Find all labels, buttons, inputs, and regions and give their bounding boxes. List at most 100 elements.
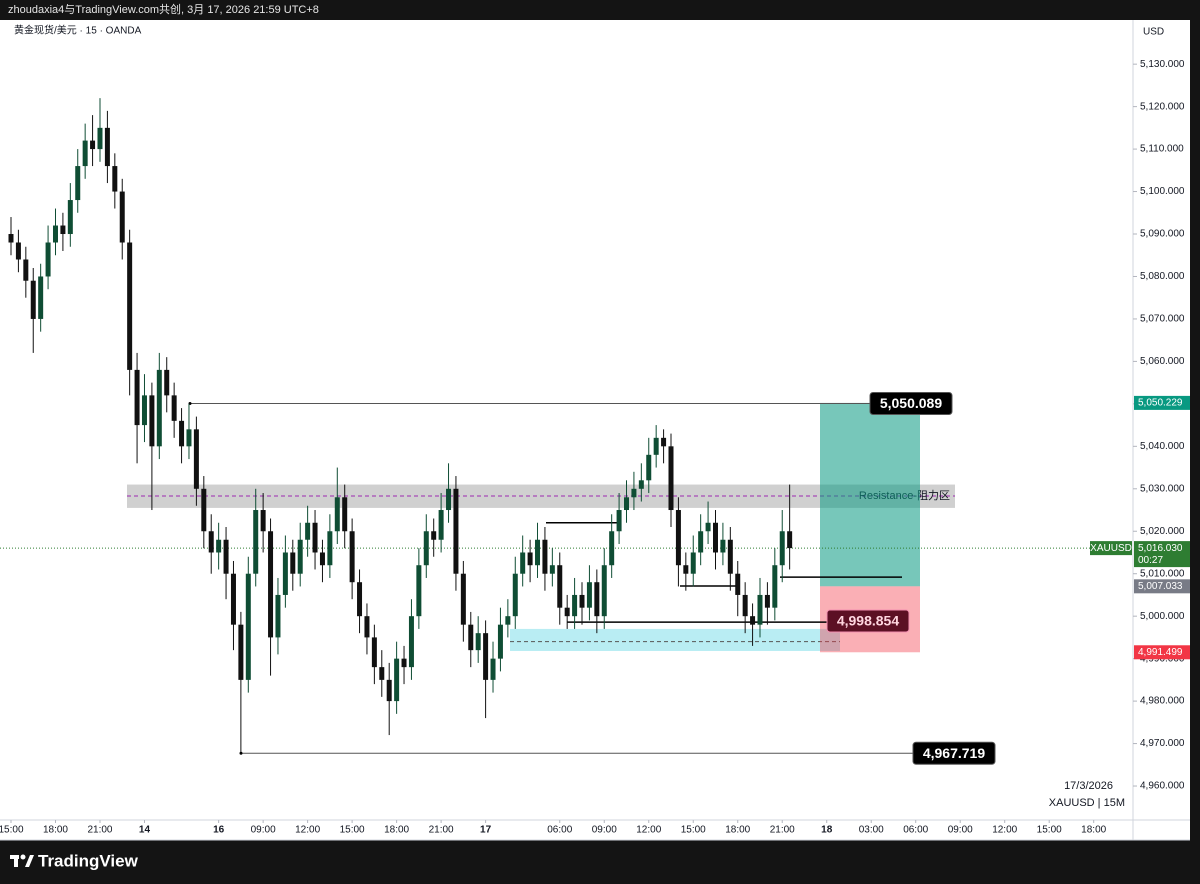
x-tick-label: 21:00	[429, 825, 454, 836]
candle-body	[23, 259, 29, 281]
x-tick-label: 12:00	[992, 825, 1017, 836]
candle-body	[201, 488, 207, 532]
candle-body	[312, 522, 318, 553]
x-tick-label: 16	[213, 825, 225, 836]
x-tick-label: 15:00	[340, 825, 365, 836]
x-tick-label: 17	[480, 825, 492, 836]
candle-body	[675, 510, 681, 566]
price-label-box	[1134, 395, 1190, 410]
candle-body	[82, 140, 88, 167]
candle-body	[624, 497, 630, 511]
candle-body	[653, 437, 659, 455]
candle-body	[646, 454, 652, 481]
candle-body	[497, 624, 503, 659]
candle-body	[379, 667, 385, 680]
candle-body	[156, 369, 162, 447]
candle-body	[787, 531, 793, 549]
x-tick-label: 06:00	[547, 825, 572, 836]
symbol-box	[1090, 541, 1132, 556]
candle-body	[483, 633, 489, 680]
x-tick-label: 18	[821, 825, 833, 836]
plot: Resistance-阻力区	[0, 98, 1133, 755]
candle-body	[490, 658, 496, 680]
candle-body	[394, 658, 400, 702]
candle-body	[661, 437, 667, 447]
candle-body	[38, 276, 44, 319]
candle-body	[245, 573, 251, 680]
candle-body	[119, 191, 125, 243]
candle-body	[431, 531, 437, 540]
candle-body	[223, 539, 229, 574]
candle-body	[349, 531, 355, 583]
y-tick-label: 5,100.000	[1140, 186, 1185, 197]
y-tick-label: 5,000.000	[1140, 611, 1185, 622]
x-tick-label: 18:00	[1081, 825, 1106, 836]
currency: USD	[1143, 27, 1164, 38]
x-tick-label: 12:00	[636, 825, 661, 836]
candle-body	[542, 539, 548, 574]
level-label: 5,050.089	[880, 395, 942, 411]
x-tick-label: 15:00	[0, 825, 24, 836]
candle-body	[15, 242, 21, 260]
candle-body	[112, 166, 118, 192]
stop-label: 4,998.854	[837, 613, 899, 629]
level-anchor	[239, 751, 243, 755]
candle-body	[386, 679, 392, 702]
y-tick-label: 5,110.000	[1140, 144, 1184, 155]
support-zone	[510, 628, 840, 651]
candle-body	[97, 127, 103, 150]
candle-body	[230, 573, 236, 625]
candle-body	[193, 429, 199, 489]
candle-body	[557, 565, 563, 608]
candle-body	[45, 242, 51, 277]
y-tick-label: 5,120.000	[1140, 101, 1185, 112]
candle-body	[319, 552, 325, 566]
candle-body	[90, 140, 96, 150]
candle-body	[631, 488, 637, 498]
candle-body	[750, 616, 756, 625]
candle-body	[475, 633, 481, 651]
candle-body	[371, 637, 377, 668]
x-tick-label: 14	[139, 825, 151, 836]
candle-body	[712, 522, 718, 553]
candle-body	[609, 531, 615, 566]
candle-body	[208, 531, 214, 553]
candle-body	[690, 552, 696, 574]
x-tick-label: 09:00	[251, 825, 276, 836]
x-tick-label: 03:00	[859, 825, 884, 836]
y-tick-label: 5,090.000	[1140, 229, 1185, 240]
x-tick-label: 21:00	[87, 825, 112, 836]
candle-body	[698, 531, 704, 553]
candle-body	[171, 395, 177, 421]
y-tick-label: 5,010.000	[1140, 568, 1185, 579]
y-tick-label: 5,060.000	[1140, 356, 1185, 367]
candle-body	[149, 395, 155, 447]
candle-body	[268, 531, 274, 638]
x-tick-label: 06:00	[903, 825, 928, 836]
candle-body	[134, 369, 140, 426]
price-label: 5,050.229	[1138, 398, 1183, 409]
candle-body	[423, 531, 429, 566]
candle-body	[446, 488, 452, 511]
y-tick-label: 5,070.000	[1140, 314, 1185, 325]
candle-body	[535, 539, 541, 566]
candle-body	[141, 395, 147, 426]
date: 17/3/2026	[1064, 780, 1113, 792]
candle-body	[179, 420, 185, 447]
candle-body	[253, 510, 259, 574]
candle-body	[104, 127, 110, 167]
candle-body	[527, 552, 533, 566]
candle-body	[8, 234, 14, 243]
candle-body	[401, 658, 407, 668]
candle-body	[238, 624, 244, 680]
candle-body	[408, 616, 414, 668]
candle-body	[290, 552, 296, 574]
candle-body	[334, 497, 340, 532]
y-tick-label: 5,040.000	[1140, 441, 1185, 452]
target-zone	[820, 402, 920, 587]
candle-body	[779, 531, 785, 566]
level-box	[912, 741, 996, 765]
candle-body	[216, 539, 222, 553]
header: zhoudaxia4与TradingView.com共创, 3月 17, 202…	[8, 3, 319, 16]
x-tick-label: 12:00	[295, 825, 320, 836]
